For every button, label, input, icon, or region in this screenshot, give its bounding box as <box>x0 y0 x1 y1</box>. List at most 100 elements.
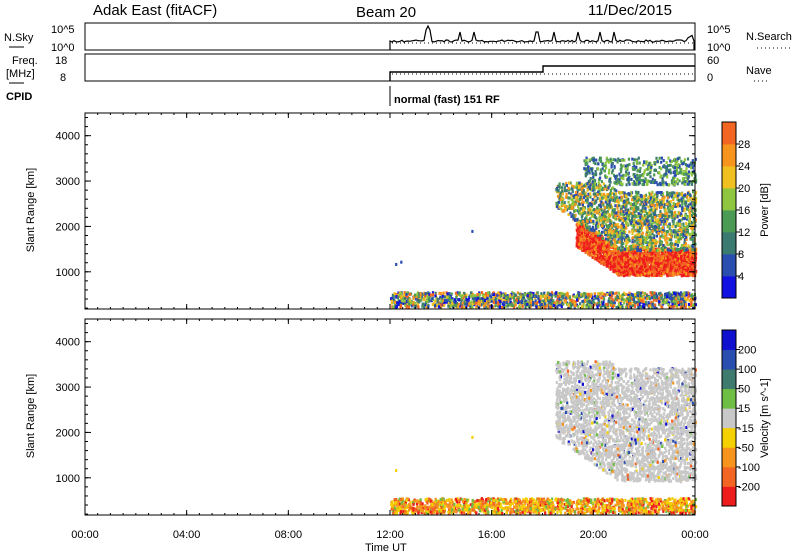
power-bin <box>586 242 589 246</box>
power-bin <box>690 267 693 271</box>
power-bin <box>589 294 592 298</box>
power-bin <box>516 301 520 305</box>
power-bin <box>624 221 627 225</box>
power-bin <box>586 230 589 234</box>
power-bin <box>599 254 603 258</box>
power-bin <box>495 300 498 304</box>
power-bin <box>590 247 593 250</box>
power-bin <box>535 295 538 299</box>
power-bin <box>659 304 662 308</box>
power-bin <box>635 300 638 304</box>
power-bin <box>677 302 681 306</box>
power-bin <box>672 254 675 258</box>
power-bin <box>670 293 673 297</box>
power-bin <box>687 294 690 298</box>
power-bin <box>469 291 473 295</box>
power-bin <box>633 263 637 267</box>
power-bin <box>647 255 650 259</box>
power-bin <box>644 302 648 306</box>
power-bin <box>629 257 632 261</box>
power-bin <box>503 301 506 305</box>
power-bin <box>657 268 661 271</box>
power-bin <box>428 297 431 300</box>
power-bin <box>602 302 605 306</box>
power-bin <box>675 248 678 252</box>
power-bin <box>685 250 688 254</box>
power-bin <box>415 295 418 299</box>
power-bin <box>584 231 587 235</box>
power-bin <box>681 235 685 239</box>
power-bin <box>437 302 440 306</box>
power-bin <box>413 305 416 309</box>
power-bin <box>692 217 695 221</box>
power-bin <box>466 300 469 304</box>
power-bin <box>454 291 458 295</box>
power-bin <box>640 263 643 266</box>
power-bin <box>685 298 688 302</box>
power-bin <box>695 252 698 256</box>
power-bin <box>616 254 619 258</box>
power-bin <box>626 273 629 277</box>
power-bin <box>632 254 635 257</box>
power-bin <box>618 258 621 262</box>
power-bin <box>425 305 428 309</box>
power-bin <box>593 239 596 243</box>
power-bin <box>646 226 650 230</box>
power-bin <box>657 226 660 230</box>
power-bin <box>670 245 673 249</box>
power-bin <box>642 258 645 262</box>
power-bin <box>595 234 598 238</box>
power-bin <box>548 293 551 297</box>
power-bin <box>628 250 631 254</box>
power-bin <box>654 214 657 218</box>
power-bin <box>654 244 657 248</box>
power-bin <box>654 255 657 259</box>
power-bin <box>581 197 584 201</box>
power-bin <box>615 272 619 276</box>
power-bin <box>588 253 591 257</box>
power-bin <box>662 272 665 276</box>
power-bin <box>681 259 685 263</box>
power-bin <box>632 294 635 297</box>
power-bin <box>624 261 628 265</box>
power-bin <box>642 252 645 256</box>
power-bin <box>603 263 606 267</box>
power-bin <box>613 256 616 260</box>
power-bin <box>563 186 566 190</box>
power-bin <box>586 207 590 211</box>
power-bin <box>618 246 621 250</box>
power-bin <box>638 258 641 262</box>
power-bin <box>530 294 533 298</box>
power-bin <box>598 256 601 260</box>
power-bin <box>687 263 690 267</box>
power-bin <box>683 264 686 267</box>
power-bin <box>677 210 680 214</box>
power-bin <box>654 208 657 212</box>
power-bin <box>658 252 661 256</box>
power-bin <box>692 226 695 230</box>
power-bin <box>594 241 597 245</box>
power-bin <box>692 247 695 251</box>
power-bin <box>622 195 625 199</box>
power-bin <box>439 292 442 295</box>
power-bin <box>663 266 666 270</box>
power-bin <box>654 292 657 296</box>
power-bin <box>498 305 501 309</box>
power-bin <box>683 300 687 303</box>
power-bin <box>535 305 538 309</box>
freq-label: Freq. <box>12 55 38 67</box>
power-bin <box>617 291 620 295</box>
power-bin <box>652 267 655 271</box>
power-bin <box>609 264 612 268</box>
power-bin <box>457 302 460 306</box>
power-bin <box>485 301 488 305</box>
power-bin <box>539 303 542 307</box>
power-bin <box>431 293 434 297</box>
power-bin <box>646 265 650 269</box>
power-bin <box>467 303 470 307</box>
power-bin <box>537 296 540 300</box>
power-bin <box>671 262 674 266</box>
power-bin <box>667 265 670 269</box>
power-bin <box>611 305 614 308</box>
power-bin <box>674 267 677 271</box>
